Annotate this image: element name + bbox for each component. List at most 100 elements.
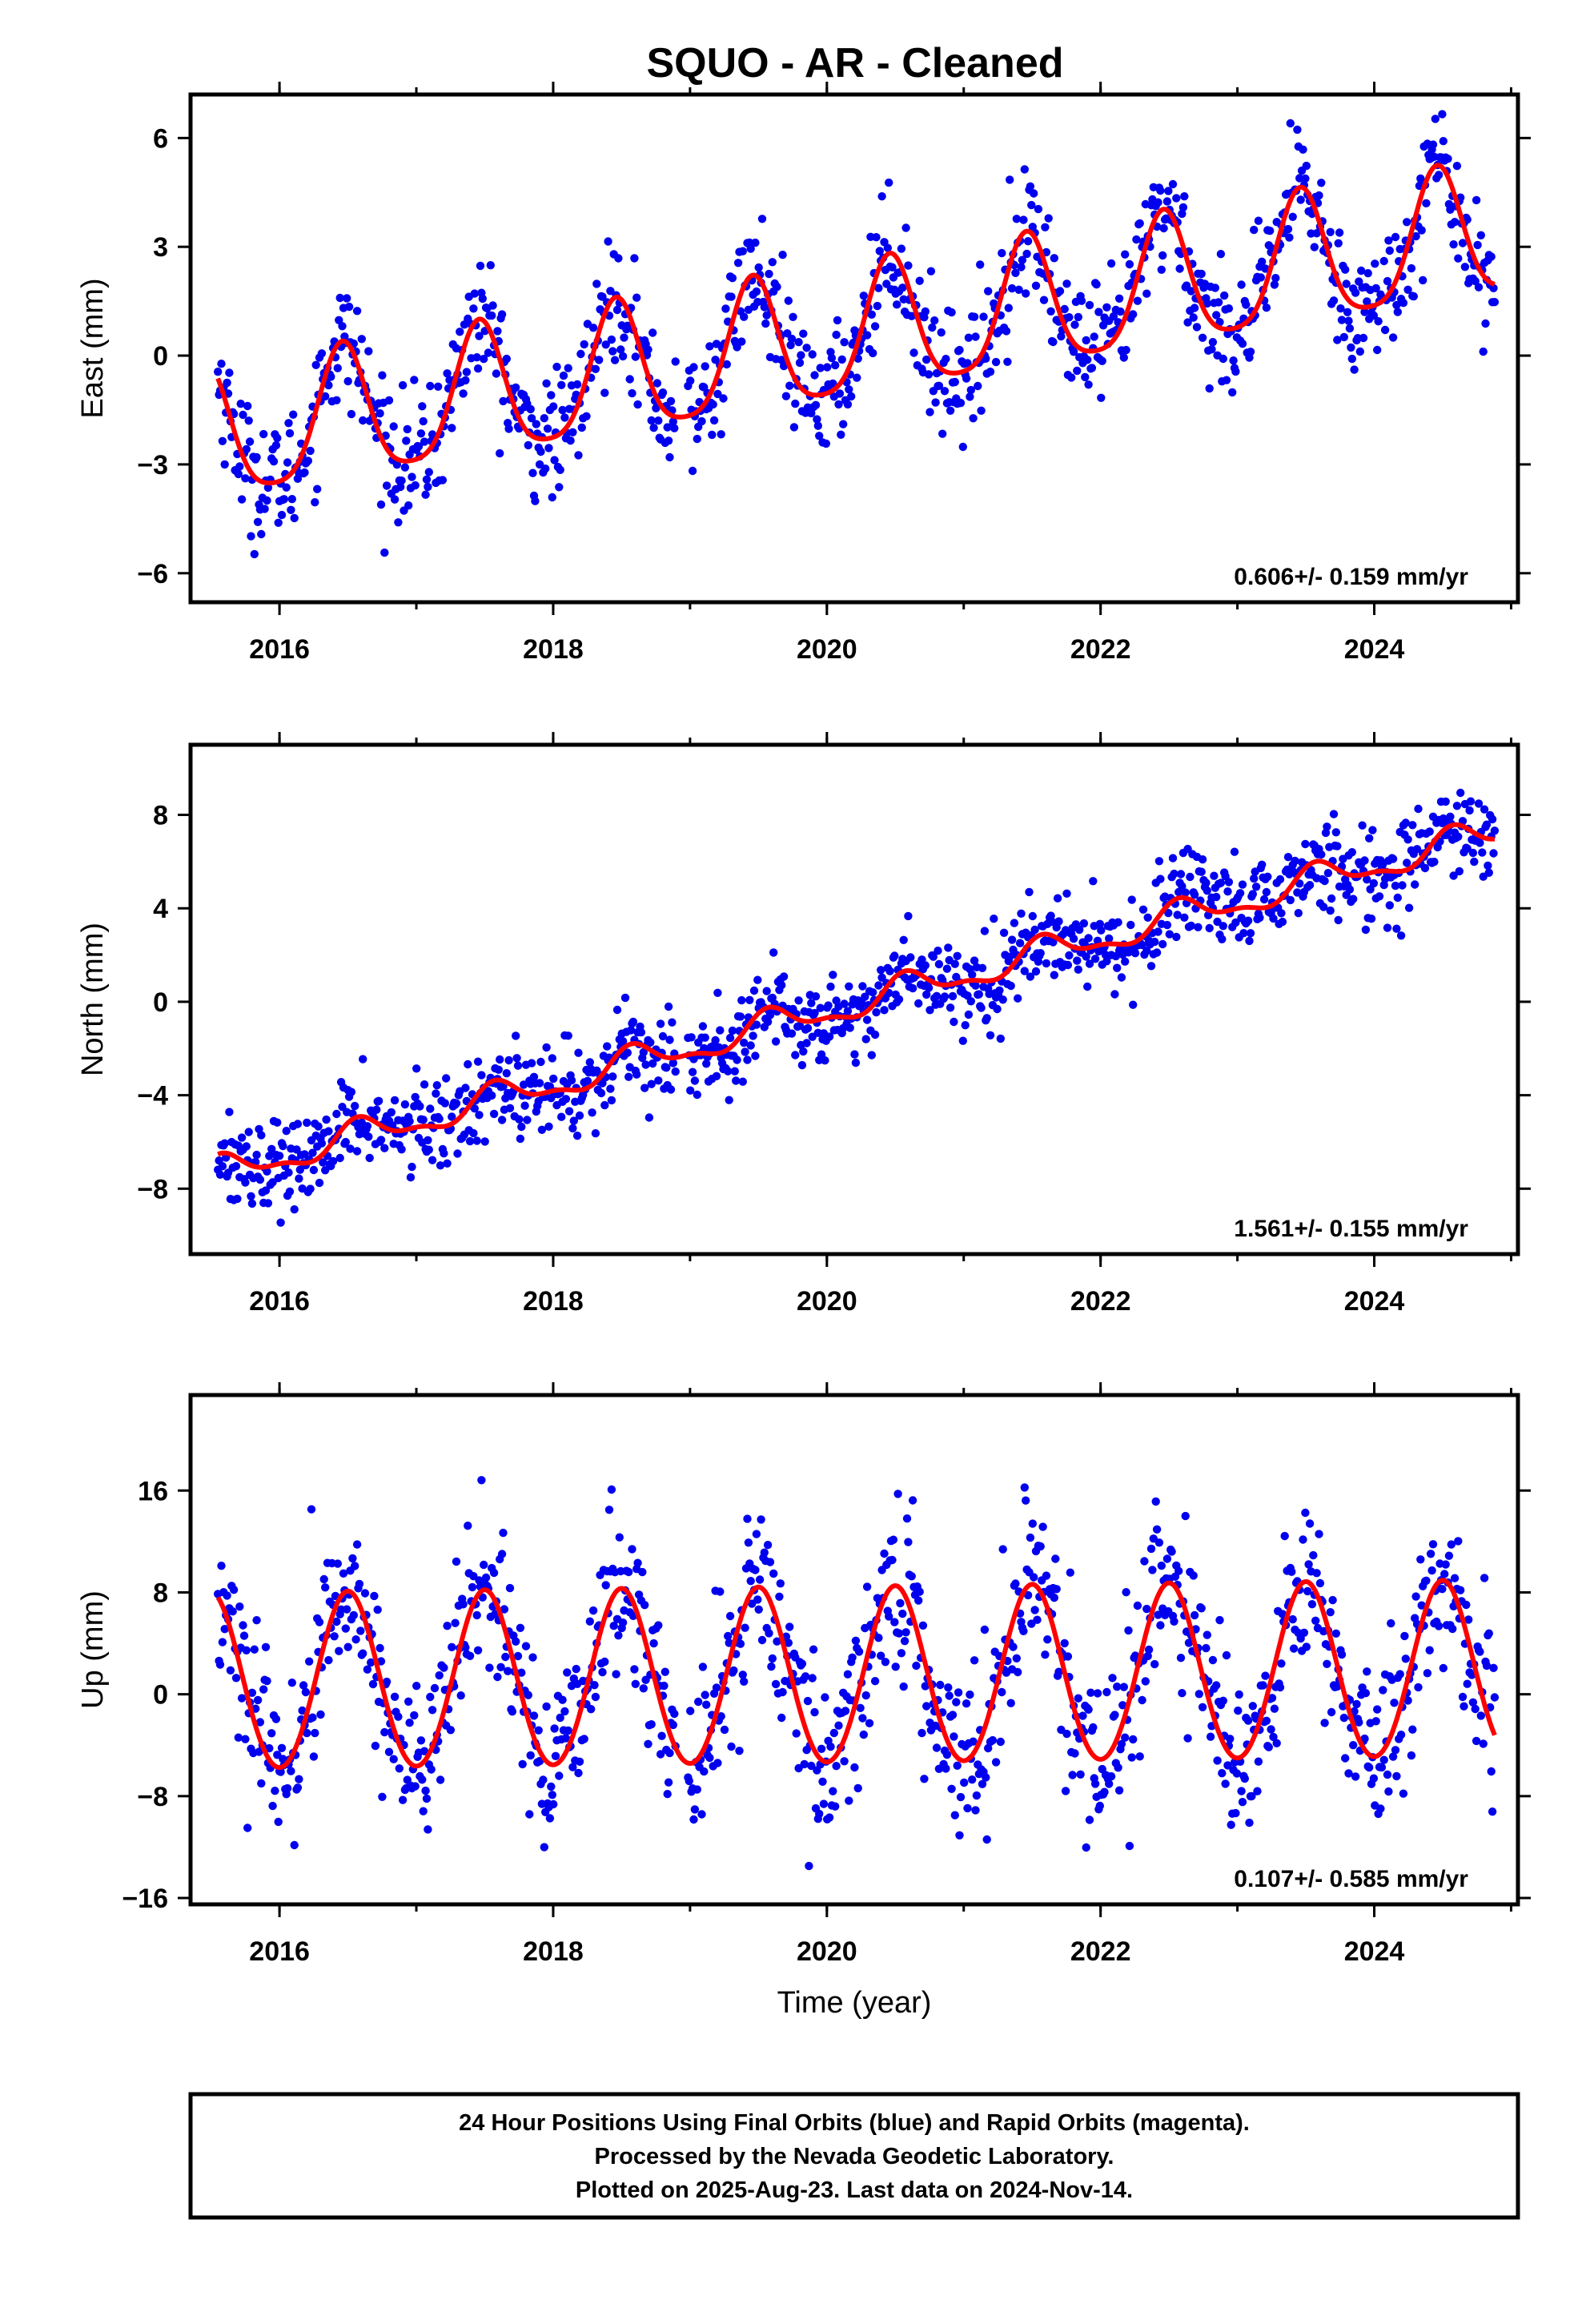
data-point [305,1657,314,1666]
data-point [735,1747,744,1755]
data-point [494,1065,503,1075]
data-point [1079,919,1089,928]
data-point [1441,797,1450,806]
data-point [1373,1705,1382,1714]
data-point [1305,1519,1315,1528]
data-point [252,1616,261,1625]
data-point [475,332,484,340]
data-point [273,433,282,443]
data-point [1164,908,1173,918]
data-point [1449,871,1458,880]
data-point [1154,1610,1162,1619]
data-point [1086,1688,1095,1697]
data-point [817,1744,826,1753]
data-point [646,1038,655,1047]
data-point [372,1105,381,1114]
data-point [1363,875,1371,884]
data-point [807,1761,816,1771]
data-point [1349,895,1358,903]
data-point [787,1029,797,1038]
data-point [1396,931,1406,940]
data-point [496,448,504,458]
data-point [1038,1522,1047,1531]
data-point [501,1652,510,1662]
data-point [419,1116,428,1124]
data-point [604,1506,614,1514]
data-point [1450,218,1460,227]
data-point [540,1843,548,1852]
data-point [1474,283,1484,292]
data-point [1031,967,1041,976]
data-point [815,432,824,440]
data-point [1208,1655,1218,1665]
data-point [1295,879,1304,888]
data-point [1118,1701,1127,1710]
data-point [1138,905,1148,915]
model-curve [217,822,1496,1170]
data-point [888,263,897,271]
data-point [1425,827,1434,836]
data-point [247,1688,257,1697]
data-point [1476,838,1484,847]
data-point [505,1104,515,1113]
data-point [234,1733,243,1742]
data-point [665,452,674,462]
data-point [1186,287,1196,296]
data-point [783,329,792,338]
data-point [743,1055,752,1064]
data-point [1277,1659,1286,1668]
data-point [1286,895,1295,905]
data-point [1203,887,1212,895]
data-point [874,1634,883,1642]
data-point [745,995,754,1005]
data-point [966,385,976,395]
data-point [956,399,966,408]
data-point [1303,1586,1312,1596]
data-point [572,1664,580,1674]
data-point [1027,200,1036,210]
data-point [575,1757,584,1766]
data-point [966,997,976,1006]
data-point [274,518,283,527]
data-point [1014,994,1022,1003]
data-point [1203,1630,1212,1639]
data-point [649,424,658,432]
data-point [1229,356,1238,365]
model-curve [215,163,1496,486]
data-point [1383,923,1392,932]
data-point [591,1129,600,1138]
data-point [271,1787,279,1795]
data-point [1109,312,1118,321]
data-point [283,1783,292,1793]
data-point [1219,922,1228,931]
data-point [1396,1731,1406,1739]
data-point [1288,212,1297,221]
data-point [1307,1600,1317,1609]
data-point [944,943,953,952]
data-point [333,364,342,372]
data-point [1114,1786,1124,1795]
data-point [1172,194,1181,203]
data-point [1152,948,1162,957]
data-point [365,1153,374,1163]
data-point [341,1137,350,1147]
data-point [330,1632,339,1641]
data-point [702,1059,711,1068]
data-point [1084,934,1093,943]
data-point [408,1162,416,1172]
data-point [293,1783,303,1792]
data-point [765,1011,775,1019]
data-point [1280,1531,1289,1541]
data-point [1237,280,1246,289]
data-point [1333,842,1342,850]
data-point [1213,1756,1222,1765]
data-point [1479,347,1488,356]
data-point [1216,250,1226,259]
data-point [1489,283,1498,292]
data-point [761,319,770,328]
data-point [716,1026,725,1035]
data-point [225,368,234,377]
data-point [332,396,341,404]
data-point [470,289,479,298]
data-point [1132,235,1141,244]
